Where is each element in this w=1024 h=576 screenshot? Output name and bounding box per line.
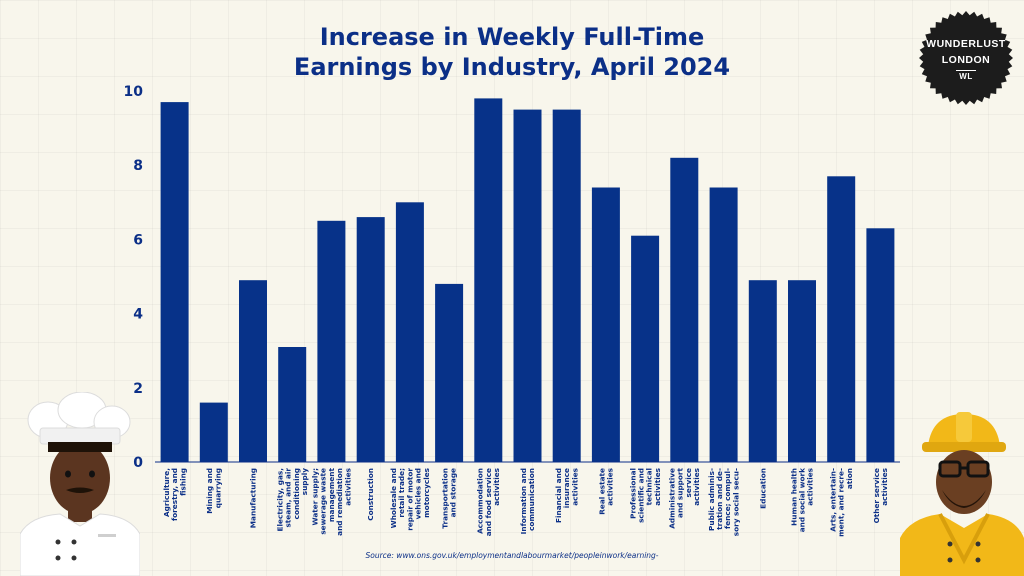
bar — [278, 347, 307, 462]
x-tick-label: Transportationand storage — [441, 468, 458, 529]
bar — [552, 109, 581, 462]
chart-title-line-2: Earnings by Industry, April 2024 — [293, 53, 731, 81]
y-tick-label: 0 — [133, 455, 143, 471]
x-tick-label: Manufacturing — [249, 468, 258, 528]
x-tick-label: Other serviceactivities — [872, 468, 889, 523]
x-tick-label: Financial andinsuranceactivities — [554, 468, 579, 523]
x-tick-label: Real estateactivities — [597, 468, 614, 515]
bar — [788, 280, 816, 462]
y-tick-label: 6 — [133, 232, 143, 248]
bar — [670, 157, 699, 463]
bar — [160, 102, 189, 462]
bar — [709, 187, 738, 462]
bars — [160, 98, 895, 463]
y-tick-label: 2 — [133, 381, 143, 397]
x-tick-label: Education — [758, 468, 767, 509]
x-tick-label: Administrativeand supportserviceactiviti… — [668, 467, 702, 528]
source-note: Source: www.ons.gov.uk/employmentandlabo… — [365, 551, 659, 560]
y-tick-label: 4 — [133, 307, 143, 323]
x-axis: Agriculture,forestry, andfishing Mining a… — [162, 467, 889, 536]
chart-title: Increase in Weekly Full-Time Earnings by… — [0, 22, 1024, 82]
bar — [474, 98, 503, 463]
y-axis: 0 2 4 6 8 10 — [124, 84, 144, 471]
chart-title-line-1: Increase in Weekly Full-Time — [319, 23, 705, 51]
bar — [866, 228, 895, 462]
brand-badge: WUNDERLUST LONDON WL — [918, 10, 1014, 106]
x-tick-label: Mining andquarrying — [205, 468, 222, 514]
bar — [239, 280, 267, 462]
bar — [199, 402, 228, 462]
x-tick-label: Accommodationand food serviceactivities — [476, 468, 501, 536]
x-tick-label: Wholesale andretail trade;repair of moto… — [389, 468, 431, 531]
x-tick-label: Human healthand social workactivities — [789, 468, 814, 532]
badge-mark: WL — [956, 70, 976, 83]
bar — [513, 109, 542, 462]
bar — [356, 217, 385, 462]
bar — [435, 283, 464, 462]
badge-line-2: LONDON — [941, 54, 991, 66]
y-tick-label: 10 — [124, 84, 144, 100]
bar — [317, 220, 346, 462]
worker-illustration — [900, 412, 1024, 576]
badge-seal-icon — [919, 11, 1013, 105]
x-tick-label: Arts, entertain-ment, and recre-ation — [829, 468, 854, 537]
bar — [631, 235, 660, 462]
bar — [591, 187, 620, 462]
bar — [748, 280, 777, 462]
badge-line-1: WUNDERLUST — [926, 38, 1006, 50]
x-tick-label: Electricity, gas,steam, and aircondition… — [275, 468, 309, 532]
badge-text: WUNDERLUST LONDON WL — [918, 36, 1014, 84]
bar — [395, 202, 424, 463]
x-tick-label: Construction — [366, 468, 375, 521]
x-tick-label: Public adminis-tration and de-fence; com… — [707, 468, 741, 536]
chef-illustration — [20, 392, 140, 576]
x-tick-label: Water supply;sewerage wastemanagementand… — [311, 467, 353, 535]
y-tick-label: 8 — [133, 158, 143, 174]
bar — [827, 176, 856, 463]
x-tick-label: Professionalscientific andtechnicalactiv… — [628, 468, 662, 523]
x-tick-label: Agriculture,forestry, andfishing — [162, 468, 187, 521]
x-tick-label: Information andcommunication — [519, 468, 536, 534]
